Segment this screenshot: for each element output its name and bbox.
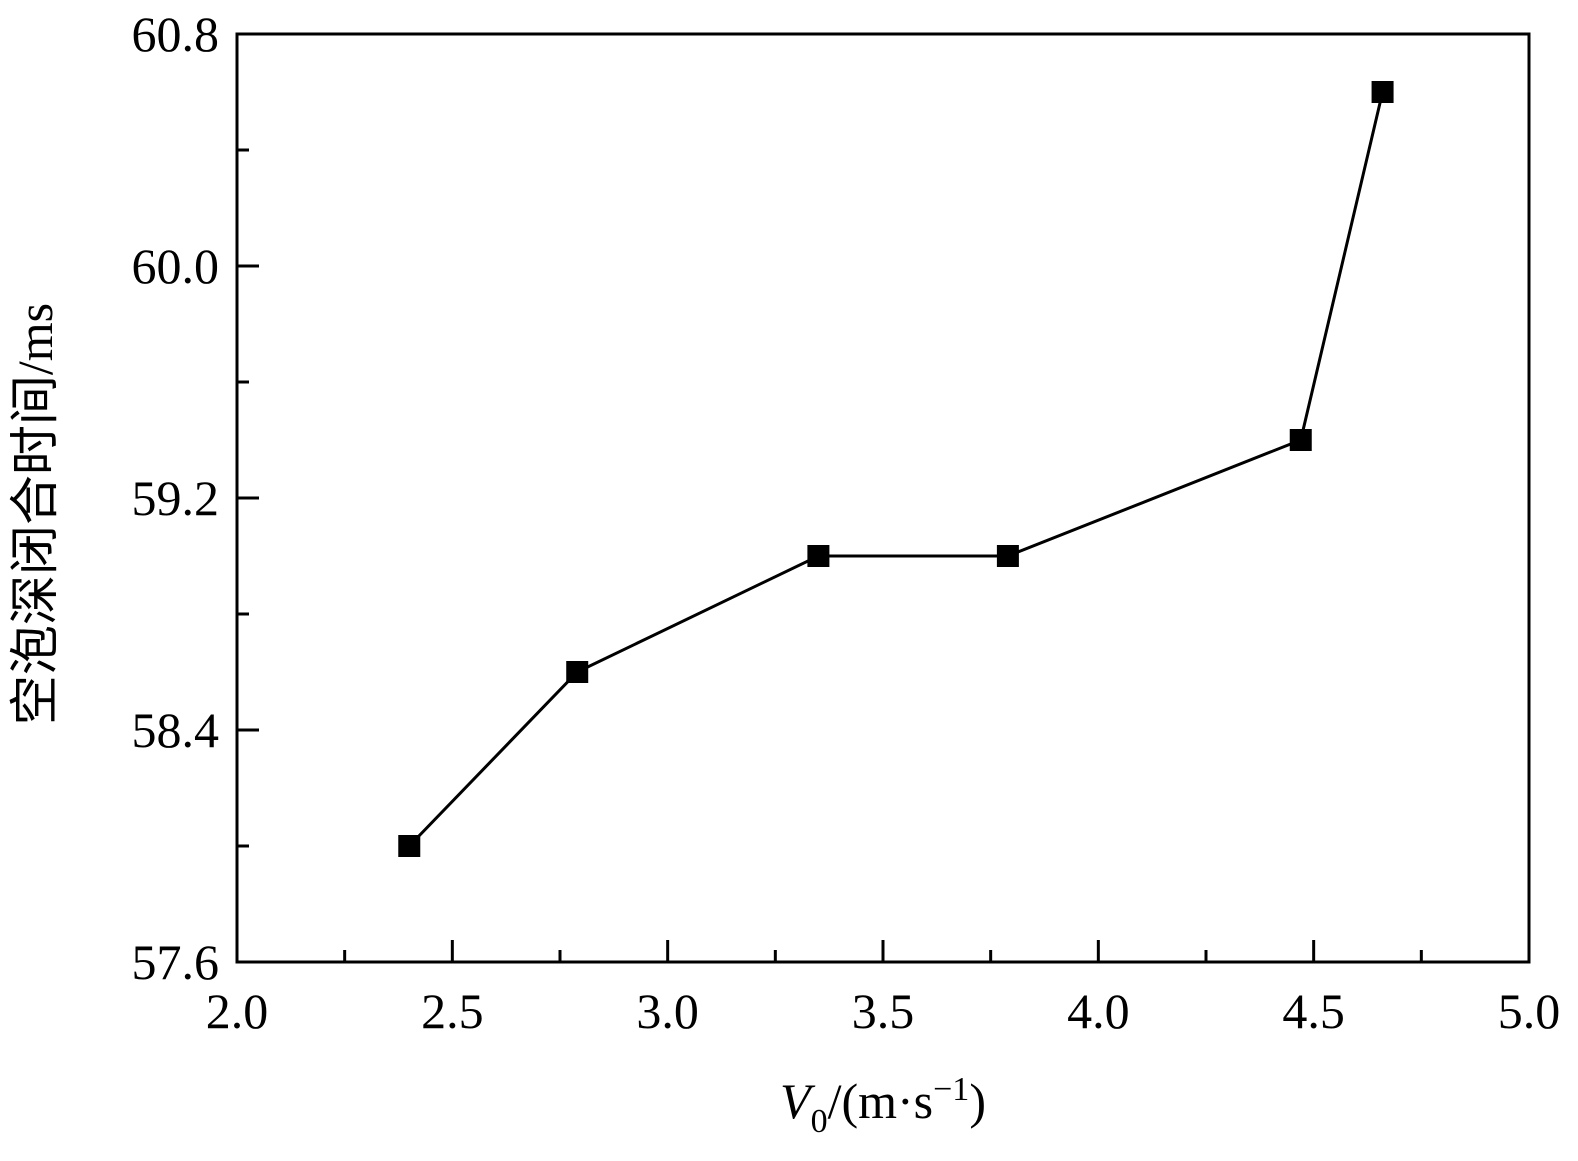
series-line: [408, 91, 1385, 848]
data-point-marker: [398, 835, 421, 857]
x-axis-tick-labels: 2.0 2.5 3.0 3.5 4.0 4.5 5.0: [206, 983, 1561, 1039]
y-axis-ticks: [237, 32, 259, 964]
x-axis-ticks: [235, 940, 1531, 962]
y-tick-label: 60.8: [132, 6, 220, 62]
x-axis-label-unit-exponent: −1: [933, 1071, 969, 1108]
x-axis-label-unit-suffix: ): [969, 1073, 986, 1129]
x-axis-label: V0/(m·s−1): [780, 1071, 986, 1140]
y-axis-tick-labels: 57.6 58.4 59.2 60.0 60.8: [132, 6, 220, 990]
data-markers: [398, 81, 1394, 857]
x-tick-label: 2.5: [421, 983, 484, 1039]
x-tick-label: 2.0: [206, 983, 269, 1039]
x-tick-label: 4.5: [1282, 983, 1345, 1039]
y-tick-label: 57.6: [132, 934, 220, 990]
data-point-marker: [807, 545, 830, 567]
data-point-marker: [1371, 81, 1394, 103]
data-point-marker: [566, 661, 589, 683]
x-tick-label: 3.5: [852, 983, 915, 1039]
data-point-marker: [1289, 429, 1312, 451]
y-axis-label: 空泡深闭合时间/ms: [7, 303, 63, 725]
x-tick-label: 5.0: [1498, 983, 1561, 1039]
y-tick-label: 58.4: [132, 702, 220, 758]
x-axis-label-unit-prefix: /(m·s: [828, 1073, 934, 1129]
x-axis-label-symbol: V: [780, 1073, 816, 1129]
y-tick-label: 60.0: [132, 238, 220, 294]
x-axis-label-subscript: 0: [811, 1103, 828, 1140]
plot-frame: [235, 32, 1531, 964]
x-tick-label: 4.0: [1067, 983, 1130, 1039]
data-point-marker: [996, 545, 1019, 567]
y-tick-label: 59.2: [132, 470, 220, 526]
x-tick-label: 3.0: [636, 983, 699, 1039]
